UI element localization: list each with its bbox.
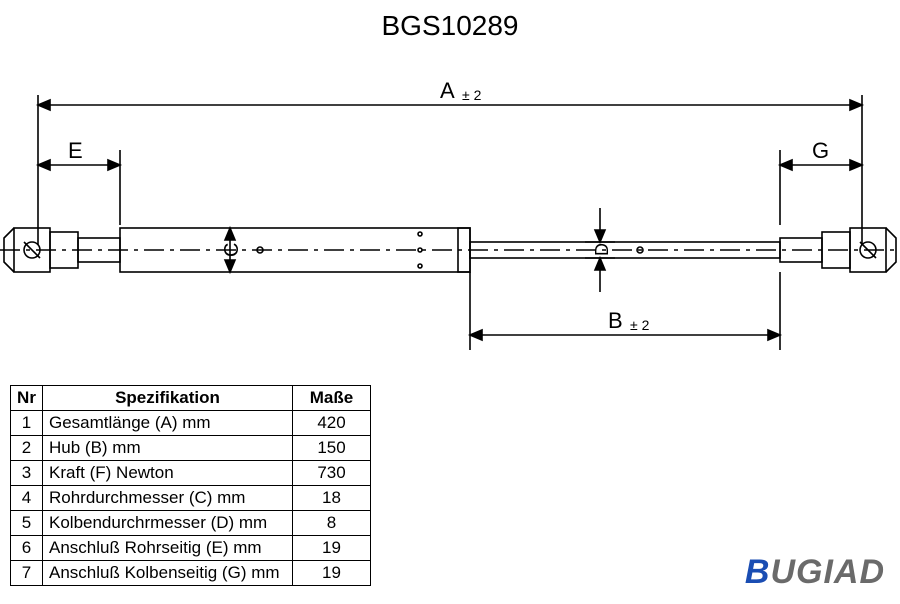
col-header-spec: Spezifikation — [43, 386, 293, 411]
specification-table: Nr Spezifikation Maße 1Gesamtlänge (A) m… — [10, 385, 371, 586]
table-row: 7Anschluß Kolbenseitig (G) mm19 — [11, 561, 371, 586]
dim-label-G: G — [812, 138, 829, 163]
table-row: 1Gesamtlänge (A) mm420 — [11, 411, 371, 436]
spec-table-body: 1Gesamtlänge (A) mm420 2Hub (B) mm150 3K… — [11, 411, 371, 586]
table-row: 5Kolbendurchrmesser (D) mm8 — [11, 511, 371, 536]
col-header-nr: Nr — [11, 386, 43, 411]
dim-tol-A: ± 2 — [462, 87, 482, 103]
table-row: 6Anschluß Rohrseitig (E) mm19 — [11, 536, 371, 561]
col-header-val: Maße — [293, 386, 371, 411]
table-row: 4Rohrdurchmesser (C) mm18 — [11, 486, 371, 511]
dim-label-C: C — [221, 243, 243, 257]
dim-tol-B: ± 2 — [630, 317, 650, 333]
table-row: 2Hub (B) mm150 — [11, 436, 371, 461]
part-number-title: BGS10289 — [382, 10, 519, 42]
dim-label-E: E — [68, 138, 83, 163]
table-row: 3Kraft (F) Newton730 — [11, 461, 371, 486]
brand-logo: BUGIAD — [745, 553, 885, 592]
dim-label-D: D — [592, 243, 612, 256]
dim-label-B: B — [608, 308, 623, 333]
technical-drawing: A ± 2 E G — [0, 50, 900, 380]
dim-label-A: A — [440, 78, 455, 103]
